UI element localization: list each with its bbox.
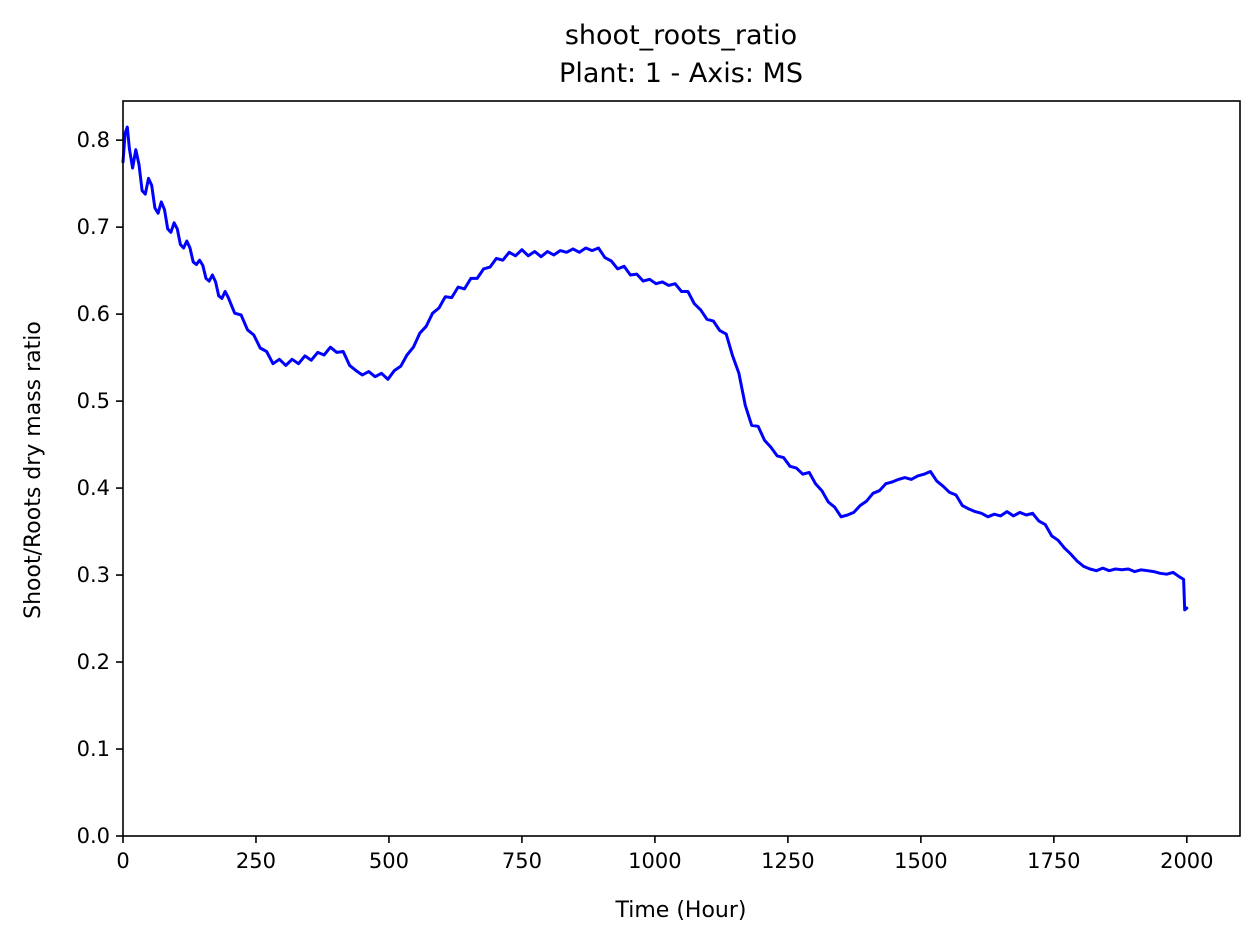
y-tick-label: 0.0	[77, 824, 110, 848]
plot-frame	[122, 100, 1241, 837]
x-axis-label: Time (Hour)	[615, 898, 747, 923]
plot-area	[121, 100, 1241, 837]
x-tick-label: 750	[502, 849, 542, 873]
y-tick-label: 0.2	[77, 650, 110, 674]
x-tick-label: 2000	[1160, 849, 1213, 873]
x-tick-label: 0	[116, 849, 129, 873]
y-axis-label: Shoot/Roots dry mass ratio	[21, 321, 46, 619]
series-line	[121, 125, 1189, 612]
y-tick-label: 0.8	[77, 128, 110, 152]
x-axis: 0 250 500 750 1000 1250 1500 1750 2000	[116, 836, 1214, 873]
y-axis: 0.0 0.1 0.2 0.3 0.4 0.5 0.6 0.7 0.8	[77, 128, 123, 848]
chart-subtitle: Plant: 1 - Axis: MS	[559, 58, 803, 89]
y-tick-label: 0.5	[77, 389, 110, 413]
y-tick-label: 0.7	[77, 215, 110, 239]
y-tick-label: 0.3	[77, 563, 110, 587]
x-tick-label: 500	[369, 849, 409, 873]
x-tick-label: 1500	[894, 849, 947, 873]
x-tick-label: 1250	[761, 849, 814, 873]
x-tick-label: 1000	[628, 849, 681, 873]
x-tick-label: 1750	[1027, 849, 1080, 873]
y-tick-label: 0.1	[77, 737, 110, 761]
chart-title: shoot_roots_ratio	[565, 20, 797, 51]
y-tick-label: 0.6	[77, 302, 110, 326]
y-tick-label: 0.4	[77, 476, 110, 500]
x-tick-label: 250	[236, 849, 276, 873]
